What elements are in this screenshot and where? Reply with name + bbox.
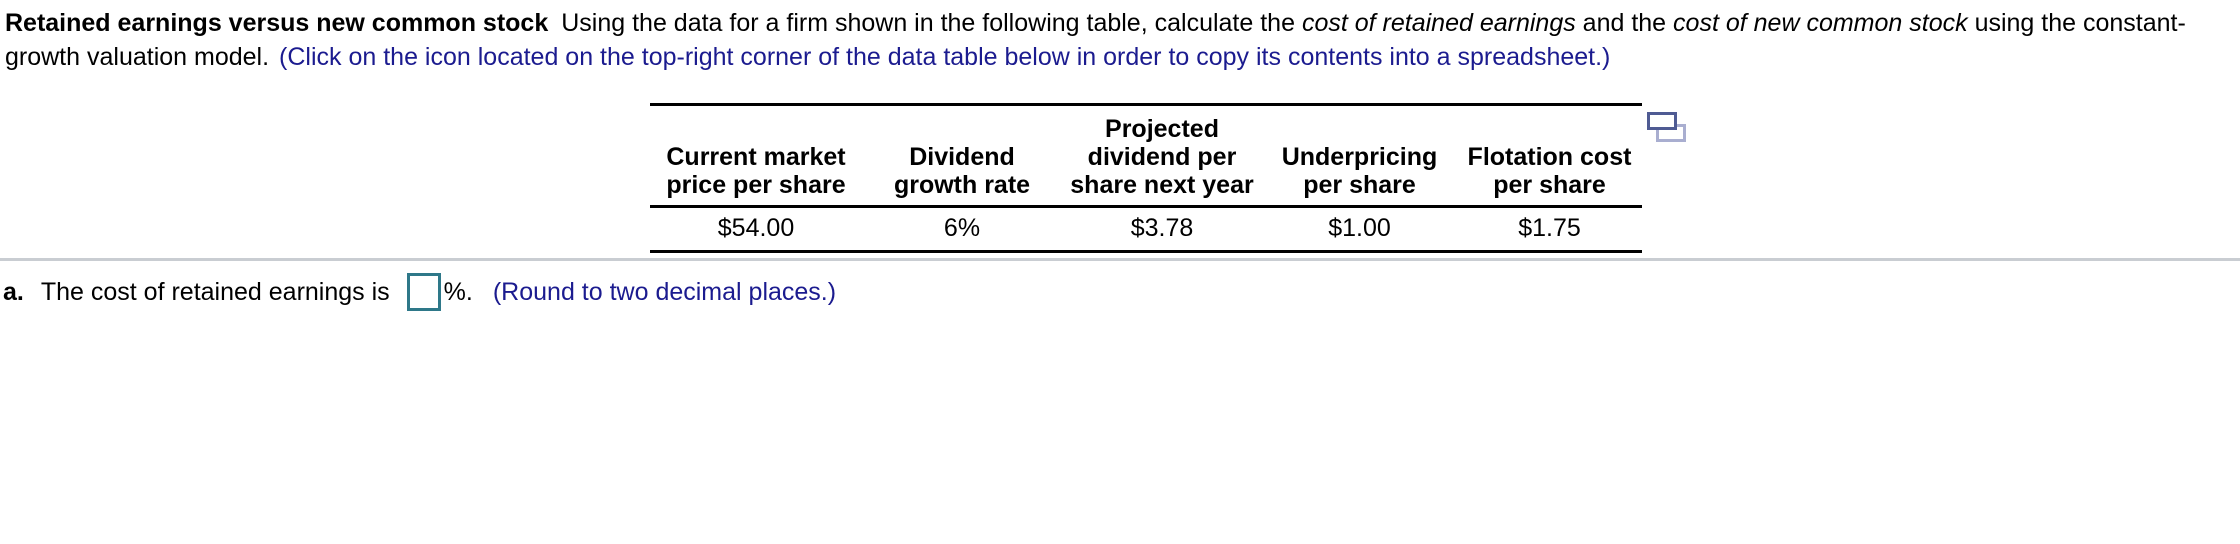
problem-text-2: and the [1582,9,1667,37]
problem-title: Retained earnings versus new common stoc… [5,9,549,37]
cell-underpricing: $1.00 [1262,206,1457,253]
problem-text-1: Using the data for a firm shown in the f… [561,9,1295,37]
data-table: Current market price per share Dividend … [650,103,1642,253]
answer-row-a: a. The cost of retained earnings is %. (… [3,272,836,312]
col-header-current-market-price: Current market price per share [650,104,862,208]
problem-text-3: using the constant-growth valuation mode… [5,9,2186,71]
cell-flotation-cost: $1.75 [1457,206,1642,253]
col-header-dividend-growth-rate: Dividend growth rate [862,104,1062,208]
table-data-row: $54.00 6% $3.78 $1.00 $1.75 [650,206,1642,253]
problem-statement: Retained earnings versus new common stoc… [5,6,2237,74]
answer-percent-suffix: %. [443,277,473,306]
problem-italic-retained-earnings: cost of retained earnings [1301,9,1576,37]
col-header-flotation-cost: Flotation cost per share [1457,104,1642,208]
col-header-projected-dividend: Projected dividend per share next year [1062,104,1262,208]
retained-earnings-answer-input[interactable] [406,273,441,311]
cell-projected-dividend: $3.78 [1062,206,1262,253]
part-a-label: a. [3,277,24,306]
section-divider [0,258,2240,261]
copy-to-spreadsheet-icon[interactable] [1647,112,1687,145]
cell-dividend-growth-rate: 6% [862,206,1062,253]
cell-current-market-price: $54.00 [650,206,862,253]
table-header-row: Current market price per share Dividend … [650,104,1642,208]
col-header-underpricing: Underpricing per share [1262,104,1457,208]
copy-instruction-note: (Click on the icon located on the top-ri… [279,43,1611,71]
rounding-hint: (Round to two decimal places.) [492,277,837,306]
data-table-container: Current market price per share Dividend … [650,103,1642,253]
answer-prompt: The cost of retained earnings is [40,277,390,306]
problem-italic-new-common-stock: cost of new common stock [1673,9,1968,37]
copy-icon-front-rect [1647,112,1677,130]
